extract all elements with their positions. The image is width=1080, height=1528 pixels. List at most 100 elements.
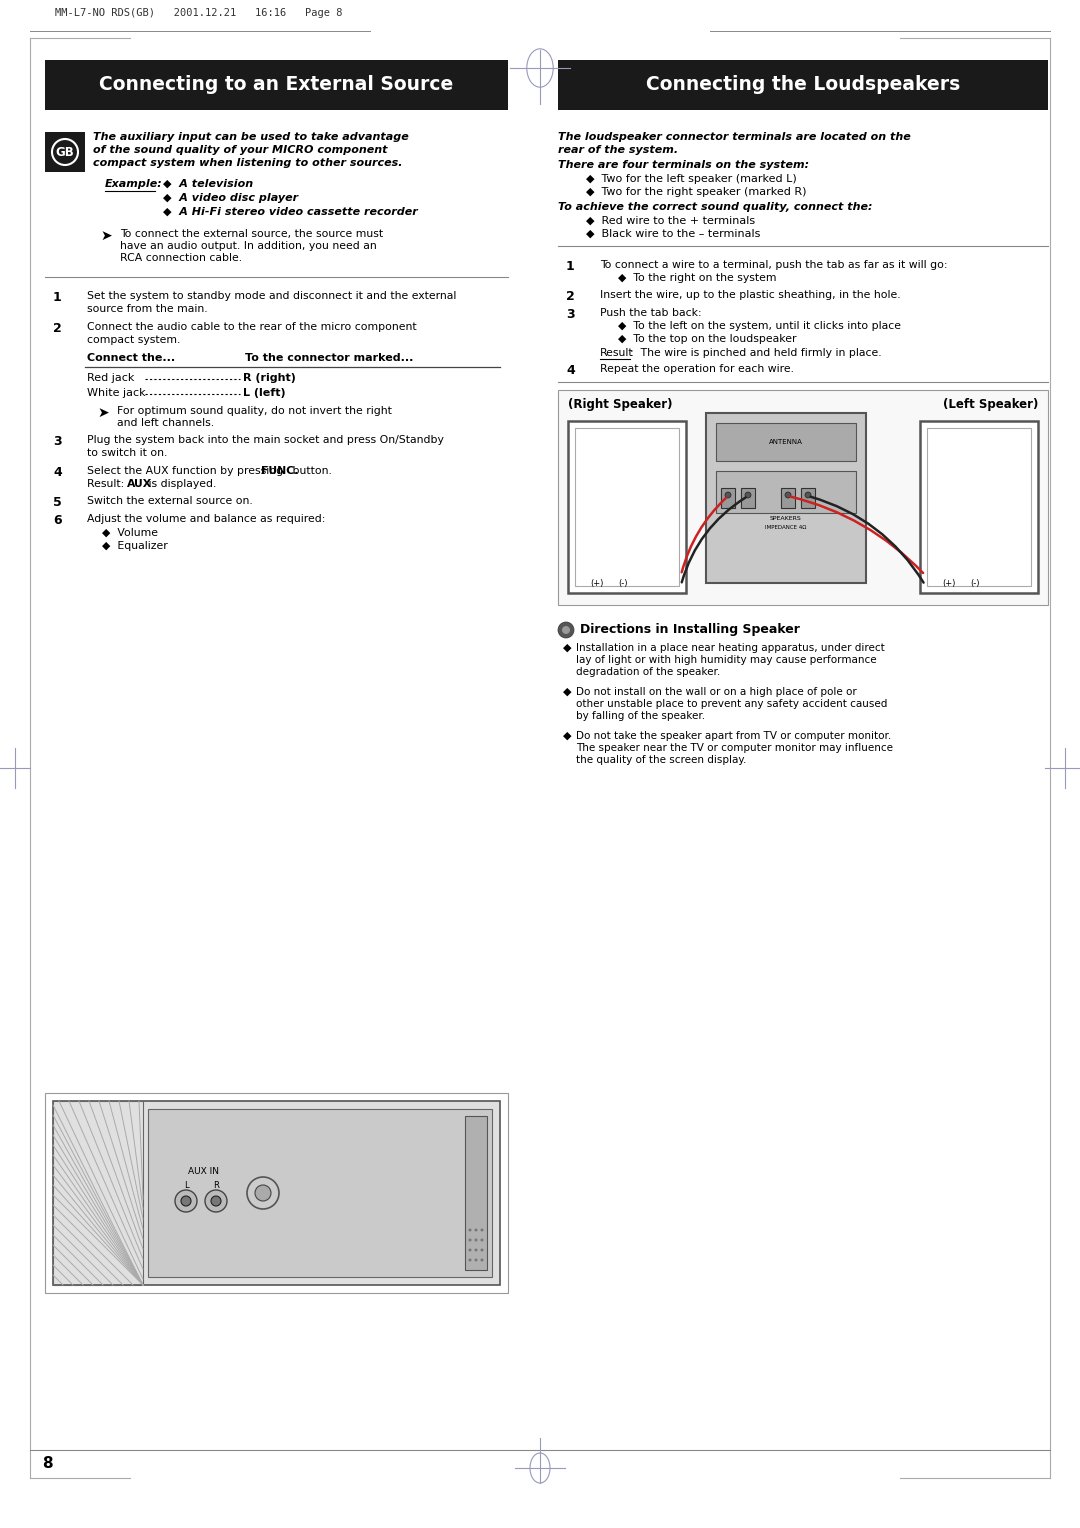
Bar — [45, 1093, 508, 1293]
Bar — [716, 423, 856, 461]
Text: Plug the system back into the main socket and press On/Standby: Plug the system back into the main socke… — [87, 435, 444, 445]
Circle shape — [474, 1239, 477, 1241]
Text: ◆: ◆ — [563, 688, 571, 697]
Text: For optimum sound quality, do not invert the right: For optimum sound quality, do not invert… — [117, 406, 392, 416]
Text: Do not install on the wall or on a high place of pole or: Do not install on the wall or on a high … — [576, 688, 856, 697]
Text: ◆  To the left on the system, until it clicks into place: ◆ To the left on the system, until it cl… — [618, 321, 901, 332]
Text: 2: 2 — [53, 322, 62, 335]
Circle shape — [481, 1229, 484, 1232]
Text: (+): (+) — [591, 579, 604, 588]
Bar — [148, 1109, 492, 1277]
Text: ◆  Equalizer: ◆ Equalizer — [102, 541, 167, 552]
Circle shape — [481, 1259, 484, 1262]
Circle shape — [181, 1196, 191, 1206]
Circle shape — [474, 1259, 477, 1262]
Text: button.: button. — [289, 466, 332, 477]
Bar — [558, 60, 1048, 110]
Circle shape — [785, 492, 791, 498]
Text: Switch the external source on.: Switch the external source on. — [87, 497, 253, 506]
Text: There are four terminals on the system:: There are four terminals on the system: — [558, 160, 809, 170]
Bar — [706, 413, 866, 584]
Text: ANTENNA: ANTENNA — [769, 439, 802, 445]
Bar — [465, 1115, 487, 1270]
Text: GB: GB — [56, 145, 75, 159]
Circle shape — [558, 622, 573, 639]
Text: R (right): R (right) — [243, 373, 296, 384]
Bar — [53, 1102, 143, 1285]
Text: Example:: Example: — [105, 179, 163, 189]
Text: Connect the...: Connect the... — [87, 353, 175, 364]
Text: RCA connection cable.: RCA connection cable. — [120, 254, 242, 263]
Text: ◆  Red wire to the + terminals: ◆ Red wire to the + terminals — [586, 215, 755, 226]
Text: ◆  Black wire to the – terminals: ◆ Black wire to the – terminals — [586, 229, 760, 238]
Bar — [575, 428, 679, 587]
Text: MM-L7-NO RDS(GB)   2001.12.21   16:16   Page 8: MM-L7-NO RDS(GB) 2001.12.21 16:16 Page 8 — [55, 8, 342, 18]
Text: ◆  Two for the right speaker (marked R): ◆ Two for the right speaker (marked R) — [586, 186, 807, 197]
Text: the quality of the screen display.: the quality of the screen display. — [576, 755, 746, 766]
Text: by falling of the speaker.: by falling of the speaker. — [576, 711, 705, 721]
Text: Installation in a place near heating apparatus, under direct: Installation in a place near heating app… — [576, 643, 885, 652]
Text: Result:: Result: — [87, 478, 132, 489]
Bar — [801, 487, 815, 507]
Circle shape — [255, 1186, 271, 1201]
Circle shape — [205, 1190, 227, 1212]
Text: Connect the audio cable to the rear of the micro component: Connect the audio cable to the rear of t… — [87, 322, 417, 332]
Circle shape — [469, 1229, 472, 1232]
Text: ◆: ◆ — [563, 730, 571, 741]
Text: L (left): L (left) — [243, 388, 285, 397]
Circle shape — [469, 1259, 472, 1262]
Text: (Right Speaker): (Right Speaker) — [568, 397, 673, 411]
Circle shape — [474, 1229, 477, 1232]
Text: ◆: ◆ — [563, 643, 571, 652]
Text: L: L — [184, 1181, 188, 1189]
Text: Do not take the speaker apart from TV or computer monitor.: Do not take the speaker apart from TV or… — [576, 730, 891, 741]
Text: 3: 3 — [53, 435, 62, 448]
Text: ◆  A television: ◆ A television — [163, 179, 253, 189]
Text: ◆  Volume: ◆ Volume — [102, 529, 158, 538]
Text: and left channels.: and left channels. — [117, 419, 214, 428]
Text: ◆  Two for the left speaker (marked L): ◆ Two for the left speaker (marked L) — [586, 174, 797, 183]
Circle shape — [474, 1248, 477, 1251]
Text: compact system.: compact system. — [87, 335, 180, 345]
Text: The auxiliary input can be used to take advantage: The auxiliary input can be used to take … — [93, 131, 408, 142]
Circle shape — [175, 1190, 197, 1212]
Circle shape — [469, 1248, 472, 1251]
Text: To the connector marked...: To the connector marked... — [245, 353, 414, 364]
Text: White jack: White jack — [87, 388, 146, 397]
Text: ➤: ➤ — [97, 406, 109, 420]
Bar — [741, 487, 755, 507]
Text: The loudspeaker connector terminals are located on the: The loudspeaker connector terminals are … — [558, 131, 910, 142]
Text: To achieve the correct sound quality, connect the:: To achieve the correct sound quality, co… — [558, 202, 873, 212]
Text: Adjust the volume and balance as required:: Adjust the volume and balance as require… — [87, 513, 325, 524]
Text: ◆  To the right on the system: ◆ To the right on the system — [618, 274, 777, 283]
Text: 8: 8 — [42, 1456, 53, 1471]
Circle shape — [805, 492, 811, 498]
Text: lay of light or with high humidity may cause performance: lay of light or with high humidity may c… — [576, 656, 877, 665]
Text: 4: 4 — [53, 466, 62, 478]
Text: ➤: ➤ — [100, 229, 111, 243]
Text: is displayed.: is displayed. — [145, 478, 216, 489]
Bar — [721, 487, 735, 507]
Text: 6: 6 — [53, 513, 62, 527]
Text: (+): (+) — [943, 579, 956, 588]
Circle shape — [481, 1239, 484, 1241]
Text: other unstable place to prevent any safety accident caused: other unstable place to prevent any safe… — [576, 698, 888, 709]
Bar — [927, 428, 1031, 587]
Text: ◆  A video disc player: ◆ A video disc player — [163, 193, 298, 203]
Bar — [716, 471, 856, 513]
Bar — [45, 131, 85, 173]
Text: (-): (-) — [618, 579, 627, 588]
Text: 5: 5 — [53, 497, 62, 509]
Bar — [920, 422, 1038, 593]
Text: The speaker near the TV or computer monitor may influence: The speaker near the TV or computer moni… — [576, 743, 893, 753]
Text: ◆  A Hi-Fi stereo video cassette recorder: ◆ A Hi-Fi stereo video cassette recorder — [163, 206, 418, 217]
Circle shape — [562, 626, 570, 634]
Text: source from the main.: source from the main. — [87, 304, 207, 313]
Bar — [568, 422, 686, 593]
Bar — [45, 60, 508, 110]
Text: Set the system to standby mode and disconnect it and the external: Set the system to standby mode and disco… — [87, 290, 457, 301]
Text: Result: Result — [600, 348, 634, 358]
Circle shape — [211, 1196, 221, 1206]
Text: Repeat the operation for each wire.: Repeat the operation for each wire. — [600, 364, 794, 374]
Circle shape — [745, 492, 751, 498]
